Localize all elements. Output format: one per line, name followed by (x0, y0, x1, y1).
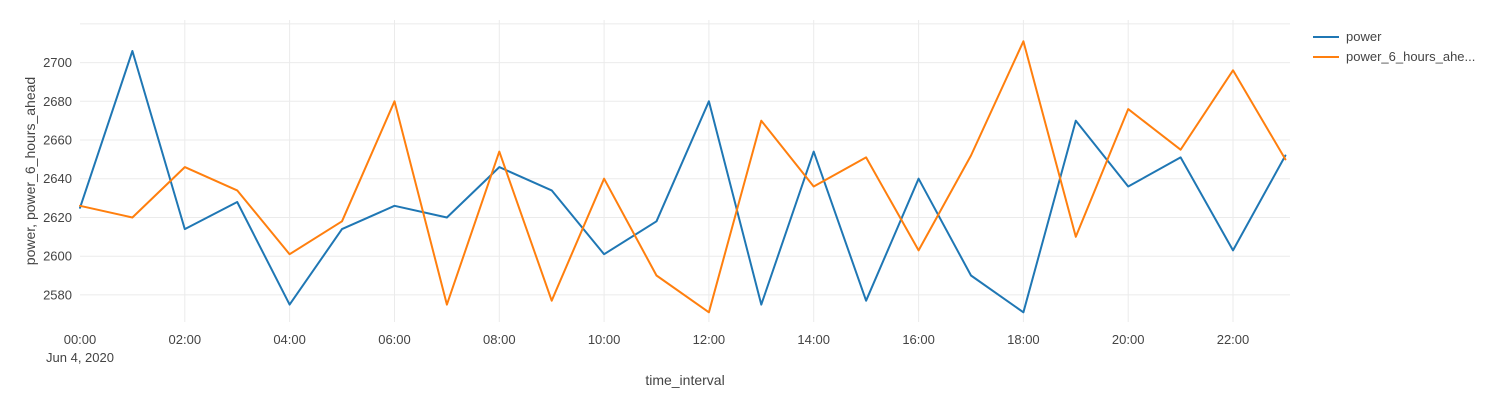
date-label: Jun 4, 2020 (46, 350, 114, 365)
legend-item-power[interactable]: power (1313, 29, 1475, 44)
svg-text:16:00: 16:00 (902, 332, 935, 347)
legend: power power_6_hours_ahe... (1313, 29, 1475, 64)
svg-text:10:00: 10:00 (588, 332, 621, 347)
power-6-hours-ahead-line[interactable] (79, 40, 1287, 314)
svg-text:08:00: 08:00 (483, 332, 516, 347)
svg-text:22:00: 22:00 (1217, 332, 1250, 347)
svg-text:2700: 2700 (43, 55, 72, 70)
svg-text:06:00: 06:00 (378, 332, 411, 347)
svg-text:2620: 2620 (43, 210, 72, 225)
grid-lines (80, 20, 1290, 322)
legend-label-power-6-hours-ahead: power_6_hours_ahe... (1346, 49, 1476, 64)
svg-text:2660: 2660 (43, 133, 72, 148)
svg-text:2680: 2680 (43, 94, 72, 109)
svg-text:20:00: 20:00 (1112, 332, 1145, 347)
svg-text:00:00: 00:00 (64, 332, 97, 347)
svg-text:2640: 2640 (43, 171, 72, 186)
svg-text:2580: 2580 (43, 287, 72, 302)
svg-text:04:00: 04:00 (273, 332, 306, 347)
legend-item-power-6-hours-ahead[interactable]: power_6_hours_ahe... (1313, 49, 1475, 64)
svg-text:14:00: 14:00 (797, 332, 830, 347)
svg-text:2600: 2600 (43, 249, 72, 264)
y-tick-labels: 2580 2600 2620 2640 2660 2680 2700 (43, 55, 72, 302)
y-axis-title: power, power_6_hours_ahead (22, 76, 38, 266)
power-line-swatch-icon (1313, 35, 1339, 38)
svg-text:02:00: 02:00 (169, 332, 202, 347)
legend-label-power: power (1346, 29, 1382, 44)
power-line[interactable] (79, 50, 1287, 314)
x-axis-title: time_interval (645, 372, 725, 388)
x-tick-labels: 00:00 02:00 04:00 06:00 08:00 10:00 12:00 14:00… (46, 332, 1249, 365)
power-6-hours-ahead-line-swatch-icon (1313, 55, 1339, 58)
svg-text:18:00: 18:00 (1007, 332, 1040, 347)
svg-text:12:00: 12:00 (693, 332, 726, 347)
